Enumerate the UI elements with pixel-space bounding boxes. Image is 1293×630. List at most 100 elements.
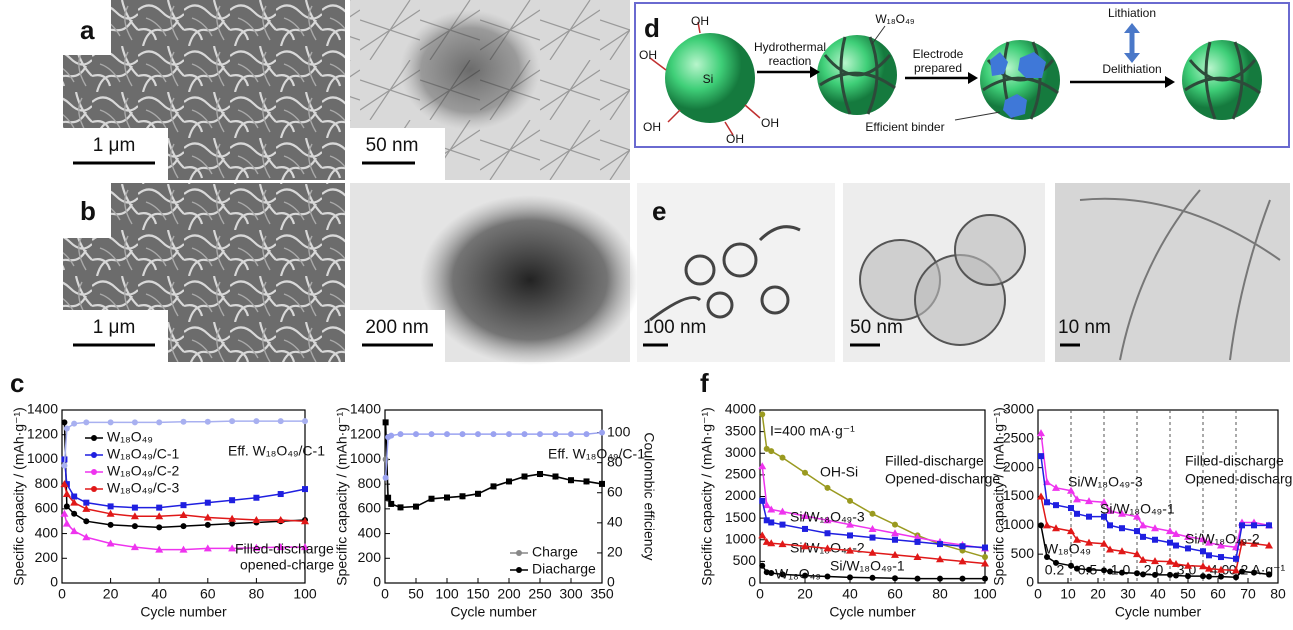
y2-tick-label: 40 — [607, 514, 623, 530]
x-tick-label: 200 — [497, 586, 521, 602]
process-label: Lithiation — [1108, 6, 1156, 20]
marker — [802, 470, 808, 476]
y-axis-label: Specific capacity / (mAh·g⁻¹) — [11, 407, 27, 586]
panel-label: a — [80, 15, 95, 45]
legend-marker — [516, 550, 522, 556]
marker — [1239, 568, 1245, 574]
y-tick-label: 1000 — [350, 450, 381, 466]
panel-label: e — [652, 196, 666, 226]
marker — [1200, 573, 1206, 579]
y-tick-label: 500 — [1011, 545, 1035, 561]
legend-label: Charge — [532, 544, 578, 560]
legend-marker — [516, 567, 522, 573]
marker — [64, 426, 70, 432]
marker — [108, 419, 114, 425]
x-tick-label: 80 — [249, 586, 265, 602]
marker — [1251, 522, 1257, 528]
y-tick-label: 3500 — [725, 422, 756, 438]
marker — [132, 523, 138, 529]
y-tick-label: 4000 — [725, 401, 756, 417]
marker — [847, 532, 853, 538]
x-tick-label: 40 — [151, 586, 167, 602]
x-tick-label: 100 — [435, 586, 459, 602]
marker — [1101, 514, 1107, 520]
marker — [915, 576, 921, 582]
y-axis-label: Specific capacity / (mAh·g⁻¹) — [334, 407, 350, 586]
marker — [759, 498, 765, 504]
marker — [1167, 540, 1173, 546]
marker — [278, 491, 284, 497]
marker — [937, 576, 943, 582]
annotation: Opened-discharge — [1185, 471, 1293, 487]
marker — [759, 411, 765, 417]
x-tick-label: 30 — [1120, 586, 1136, 602]
marker — [253, 495, 259, 501]
marker — [71, 421, 77, 427]
y-tick-label: 1500 — [725, 509, 756, 525]
y-tick-label: 0 — [50, 574, 58, 590]
marker — [553, 473, 559, 479]
marker — [1152, 572, 1158, 578]
series-label: W₁₈O₄₉ — [775, 566, 821, 582]
marker — [181, 419, 187, 425]
plot-frame — [1038, 410, 1278, 583]
y-tick-label: 3000 — [1003, 401, 1034, 417]
marker — [108, 522, 114, 528]
marker — [388, 501, 394, 507]
series-label: Si/W₁₈O₄₉-3 — [790, 509, 865, 525]
x-tick-label: 60 — [1210, 586, 1226, 602]
marker — [383, 456, 389, 462]
marker — [1218, 554, 1224, 560]
annotation: Eff. W₁₈O₄₉/C-1 — [228, 443, 325, 459]
x-axis-label: Cycle number — [1115, 604, 1202, 620]
annotation: Opened-discharge — [885, 471, 1000, 487]
marker — [1074, 566, 1080, 572]
y-axis-label: Specific capacity / (mAh·g⁻¹) — [699, 407, 715, 586]
marker — [522, 431, 528, 437]
marker — [64, 503, 70, 509]
y-tick-label: 800 — [35, 475, 59, 491]
marker — [1173, 573, 1179, 579]
marker — [568, 477, 574, 483]
y2-tick-label: 20 — [607, 544, 623, 560]
y-tick-label: 2500 — [725, 466, 756, 482]
marker — [982, 576, 988, 582]
marker — [1134, 570, 1140, 576]
marker — [1074, 511, 1080, 517]
marker — [568, 431, 574, 437]
x-tick-label: 0 — [381, 586, 389, 602]
marker — [1119, 570, 1125, 576]
y-tick-label: 1400 — [27, 401, 58, 417]
marker — [71, 494, 77, 500]
annotation: I=400 mA·g⁻¹ — [770, 423, 855, 439]
marker — [1068, 505, 1074, 511]
marker — [1053, 560, 1059, 566]
annotation: Filled-discharge — [885, 453, 984, 469]
marker — [1043, 521, 1051, 528]
x-tick-label: 80 — [932, 586, 948, 602]
marker — [1218, 574, 1224, 580]
marker — [61, 419, 67, 425]
marker — [553, 431, 559, 437]
panel-label: f — [700, 368, 709, 398]
marker — [63, 490, 71, 497]
annotation: Filled-discharge — [235, 541, 334, 557]
x-tick-label: 40 — [1150, 586, 1166, 602]
series-label: Si/W₁₈O₄₉-2 — [1185, 531, 1260, 547]
marker — [960, 576, 966, 582]
marker — [537, 431, 543, 437]
x-tick-label: 20 — [103, 586, 119, 602]
y2-tick-label: 0 — [607, 574, 615, 590]
shell-label: W₁₈O₄₉ — [875, 12, 915, 26]
x-tick-label: 40 — [842, 586, 858, 602]
marker — [1107, 522, 1113, 528]
marker — [892, 575, 898, 581]
marker — [847, 574, 853, 580]
x-tick-label: 20 — [1090, 586, 1106, 602]
marker — [181, 523, 187, 529]
marker — [825, 574, 831, 580]
marker — [302, 418, 308, 424]
marker — [181, 502, 187, 508]
annotation: Filled-discharge — [1185, 453, 1284, 469]
marker — [847, 498, 853, 504]
